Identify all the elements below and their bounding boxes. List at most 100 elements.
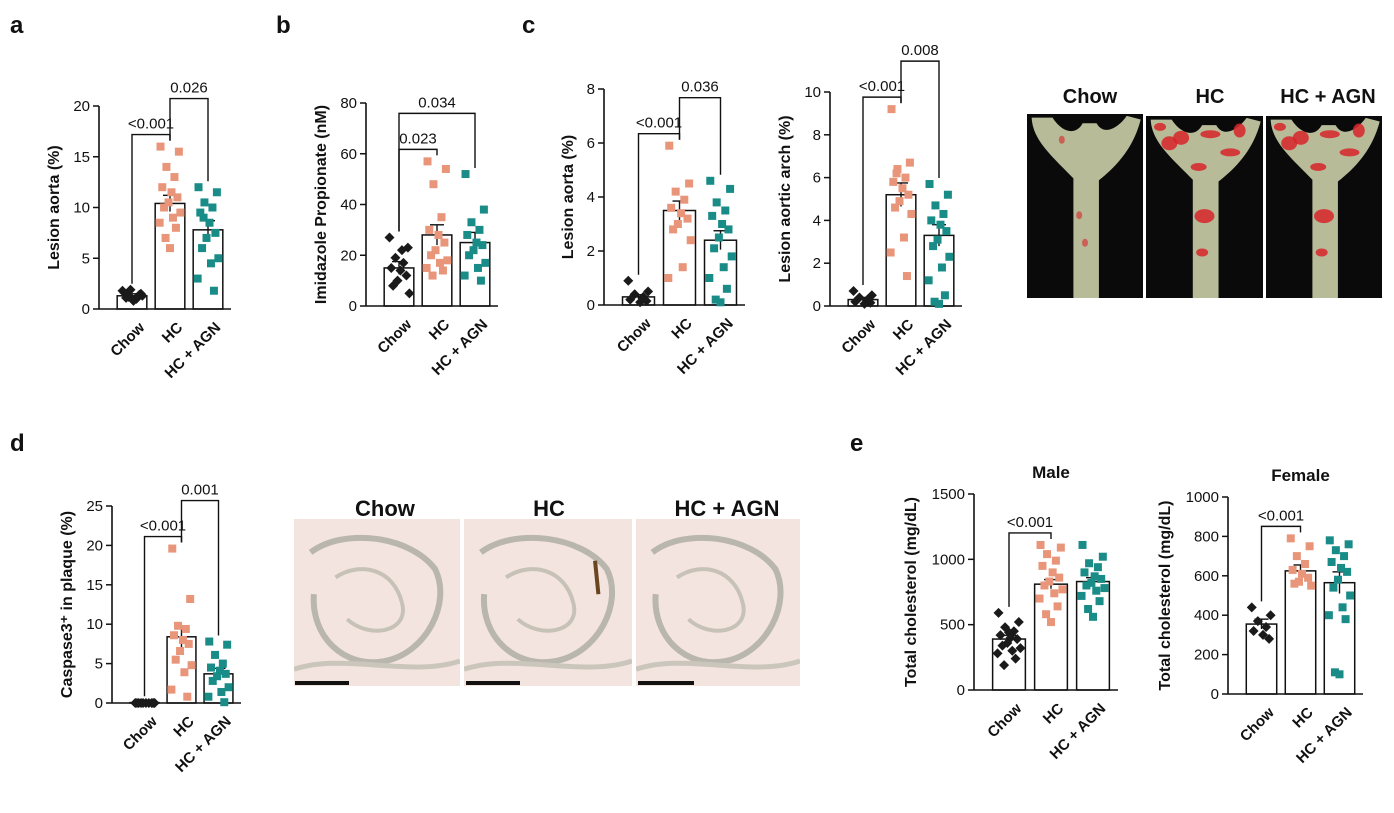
data-point [209,286,218,295]
panel-label-c: c [522,12,536,39]
data-point [1010,653,1021,664]
y-tick-label: 15 [73,149,90,166]
data-point [712,198,721,207]
data-point [993,607,1004,618]
aorta-tissue [1031,115,1141,298]
data-point [434,230,443,239]
data-point [705,274,714,282]
data-point [1252,616,1263,627]
data-point [1004,627,1014,638]
y-tick-label: 0 [587,297,595,314]
x-tick-label: HC [668,315,695,342]
data-point [178,635,187,644]
data-point [183,692,192,701]
p-value-label: 0.036 [681,79,719,96]
data-point [892,169,901,178]
data-point [683,214,692,223]
data-point [1340,552,1349,561]
y-tick-label: 0 [1211,686,1219,703]
p-value-label: <0.001 [140,518,186,535]
p-value-label: 0.034 [418,94,456,111]
data-point [1327,558,1336,567]
significance-bracket [1008,532,1052,607]
data-point [196,208,205,217]
p-value-label: 0.026 [170,80,208,97]
y-tick-label: 4 [587,189,595,206]
data-point [1329,583,1338,592]
data-point [718,220,727,228]
x-tick-label: HC [890,316,917,343]
data-point [1080,568,1089,577]
y-tick-label: 500 [940,617,965,634]
data-point [204,692,213,701]
data-point [625,294,636,305]
tissue-layer [636,658,800,672]
y-tick-label: 2 [587,243,595,260]
data-point [211,228,220,237]
significance-bracket [169,97,209,182]
lesion-spot [1058,135,1065,144]
lesion-spot [1161,136,1178,151]
y-tick-label: 60 [340,146,357,163]
panel-label-e: e [850,430,864,457]
data-point [887,105,896,114]
p-value-label: 0.008 [901,42,939,59]
data-point [999,660,1010,671]
data-point [194,183,203,192]
aorta-image-hc-agn [1266,116,1382,298]
data-point [128,295,139,306]
data-point [167,685,176,694]
data-point [441,164,450,173]
histo-label-chow: Chow [355,496,415,521]
data-point [220,698,229,707]
data-point [1013,617,1024,628]
data-point [193,274,202,283]
lesion-spot [1196,248,1209,257]
data-point [218,659,227,668]
p-value-label: <0.001 [859,78,905,95]
aorta-tissue [1270,117,1380,298]
data-point [724,225,733,234]
y-axis-label: Lesion aorta (%) [560,135,577,259]
data-point [1007,645,1018,656]
data-point [719,263,728,272]
data-point [205,637,214,646]
data-point [1038,561,1047,570]
data-point [443,256,452,265]
data-point [164,198,173,207]
data-point [467,218,476,227]
y-tick-label: 10 [86,616,103,633]
data-point [1346,591,1355,600]
data-point [224,683,233,692]
data-point [401,270,412,281]
tissue-layer [294,658,460,672]
data-point [161,233,170,242]
data-point [1078,540,1087,549]
data-point [125,284,136,295]
data-point [176,208,185,217]
data-point [170,173,179,182]
data-point [121,292,132,303]
p-value-label: <0.001 [1258,507,1304,524]
data-point [992,648,1003,659]
data-point [727,252,736,261]
data-point [669,225,678,234]
data-point [202,233,211,242]
p-value-label: 0.023 [399,130,437,147]
y-tick-label: 20 [340,247,357,264]
lesion-spot [1154,122,1167,131]
data-point [221,669,230,678]
data-point [1337,563,1346,572]
data-point [714,233,723,242]
data-point [384,232,395,243]
panel-label-b: b [276,12,291,39]
data-point [1045,577,1054,586]
data-point [174,621,183,630]
data-point [479,205,488,214]
data-point [1090,572,1099,581]
y-axis-label: Lesion aorta (%) [46,145,63,269]
data-point [435,258,444,267]
data-point [643,286,654,297]
lesion-spot [1352,123,1365,138]
y-tick-label: 20 [86,537,103,554]
